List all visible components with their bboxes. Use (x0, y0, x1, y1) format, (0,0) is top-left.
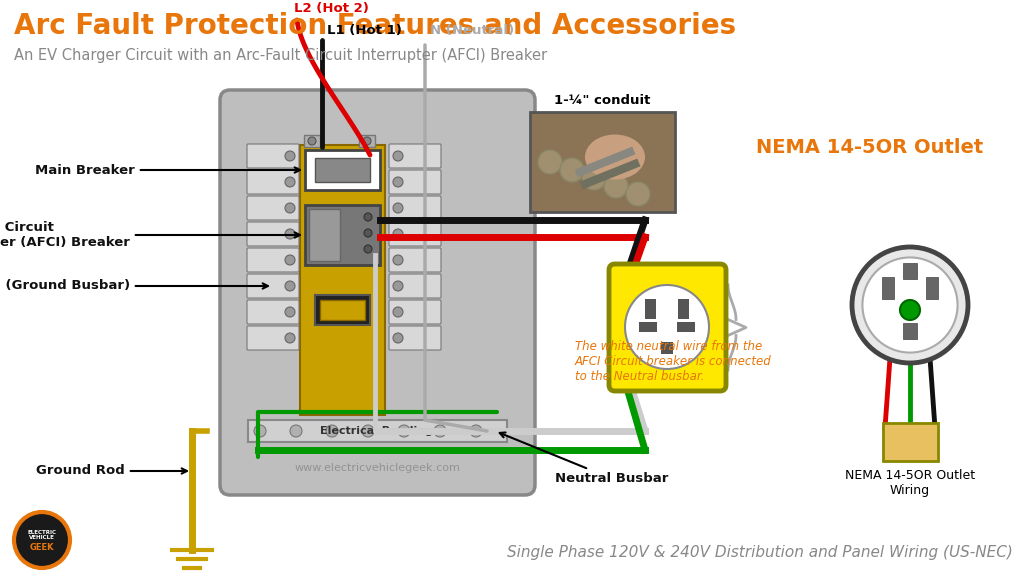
Bar (305, 205, 380, 265)
FancyBboxPatch shape (247, 300, 299, 324)
Circle shape (308, 137, 316, 145)
Circle shape (285, 203, 295, 213)
Text: www.electricvehiclegeek.com: www.electricvehiclegeek.com (294, 463, 460, 473)
Circle shape (290, 425, 302, 437)
Circle shape (626, 182, 650, 206)
Circle shape (538, 150, 562, 174)
Circle shape (14, 512, 70, 568)
Circle shape (582, 166, 606, 190)
Text: G (Ground Busbar): G (Ground Busbar) (0, 279, 268, 293)
FancyBboxPatch shape (247, 196, 299, 220)
FancyBboxPatch shape (247, 326, 299, 350)
Bar (883, 423, 938, 461)
Circle shape (398, 425, 410, 437)
Circle shape (285, 177, 295, 187)
Text: GEEK: GEEK (30, 544, 54, 552)
Bar (309, 209, 340, 261)
FancyBboxPatch shape (389, 222, 441, 246)
Circle shape (285, 151, 295, 161)
Bar (315, 295, 370, 325)
Bar (315, 158, 370, 182)
FancyBboxPatch shape (247, 222, 299, 246)
Bar (662, 342, 673, 354)
Text: Neutral Busbar: Neutral Busbar (500, 433, 669, 485)
Circle shape (393, 229, 403, 239)
Circle shape (900, 300, 920, 320)
Circle shape (285, 229, 295, 239)
Circle shape (862, 257, 957, 353)
Circle shape (254, 425, 266, 437)
Circle shape (285, 307, 295, 317)
Circle shape (364, 245, 372, 253)
Bar (319, 300, 365, 320)
Text: 1-¼" conduit: 1-¼" conduit (554, 94, 650, 107)
Text: NEMA 14-5OR Outlet
Wiring: NEMA 14-5OR Outlet Wiring (845, 469, 975, 497)
Circle shape (852, 247, 968, 363)
FancyBboxPatch shape (389, 170, 441, 194)
Bar (903, 263, 918, 279)
Circle shape (362, 137, 371, 145)
Bar (678, 299, 689, 319)
FancyBboxPatch shape (247, 274, 299, 298)
Bar (645, 299, 656, 319)
Bar (359, 135, 375, 147)
Text: The white neutral wire from the
AFCI Circuit breaker is connected
to the Neutral: The white neutral wire from the AFCI Cir… (575, 340, 772, 383)
Text: ELECTRIC
VEHICLE: ELECTRIC VEHICLE (28, 529, 56, 540)
FancyBboxPatch shape (389, 274, 441, 298)
FancyBboxPatch shape (389, 196, 441, 220)
Circle shape (470, 425, 482, 437)
FancyBboxPatch shape (389, 248, 441, 272)
Bar (530, 112, 675, 212)
Circle shape (393, 307, 403, 317)
Bar (639, 322, 657, 332)
Bar (926, 277, 938, 299)
Text: L1 (Hot 1): L1 (Hot 1) (327, 24, 401, 37)
Ellipse shape (585, 135, 645, 180)
FancyBboxPatch shape (247, 248, 299, 272)
Text: Arc-Fault Circuit
Interrupter (AFCI) Breaker: Arc-Fault Circuit Interrupter (AFCI) Bre… (0, 221, 300, 249)
Bar (248, 420, 507, 442)
Circle shape (393, 255, 403, 265)
Bar (305, 150, 380, 190)
Circle shape (393, 333, 403, 343)
Circle shape (364, 213, 372, 221)
Circle shape (604, 174, 628, 198)
Circle shape (326, 425, 338, 437)
Circle shape (625, 285, 709, 369)
Circle shape (285, 333, 295, 343)
Text: L2 (Hot 2): L2 (Hot 2) (294, 2, 369, 15)
Circle shape (393, 151, 403, 161)
FancyBboxPatch shape (389, 326, 441, 350)
Text: N (Neutral): N (Neutral) (430, 24, 514, 37)
Circle shape (393, 281, 403, 291)
Bar (882, 277, 894, 299)
Circle shape (393, 177, 403, 187)
Circle shape (285, 255, 295, 265)
Circle shape (362, 425, 374, 437)
FancyBboxPatch shape (220, 90, 535, 495)
FancyBboxPatch shape (389, 144, 441, 168)
FancyBboxPatch shape (609, 264, 726, 391)
Bar (304, 135, 319, 147)
Circle shape (434, 425, 446, 437)
Bar (677, 322, 695, 332)
FancyBboxPatch shape (389, 300, 441, 324)
Text: NEMA 14-5OR Outlet: NEMA 14-5OR Outlet (757, 138, 984, 157)
Text: Single Phase 120V & 240V Distribution and Panel Wiring (US-NEC): Single Phase 120V & 240V Distribution an… (507, 545, 1013, 560)
Circle shape (364, 229, 372, 237)
FancyBboxPatch shape (247, 170, 299, 194)
Circle shape (393, 203, 403, 213)
Bar (903, 323, 918, 339)
Text: An EV Charger Circuit with an Arc-Fault Circuit Interrupter (AFCI) Breaker: An EV Charger Circuit with an Arc-Fault … (14, 48, 547, 63)
Bar (300, 145, 385, 415)
Text: Main Breaker: Main Breaker (35, 164, 300, 176)
Circle shape (285, 281, 295, 291)
FancyBboxPatch shape (247, 144, 299, 168)
Text: Electrical Bonding: Electrical Bonding (321, 426, 433, 436)
Text: Ground Rod: Ground Rod (36, 464, 187, 478)
Text: Arc Fault Protection Features and Accessories: Arc Fault Protection Features and Access… (14, 12, 736, 40)
Circle shape (560, 158, 584, 182)
